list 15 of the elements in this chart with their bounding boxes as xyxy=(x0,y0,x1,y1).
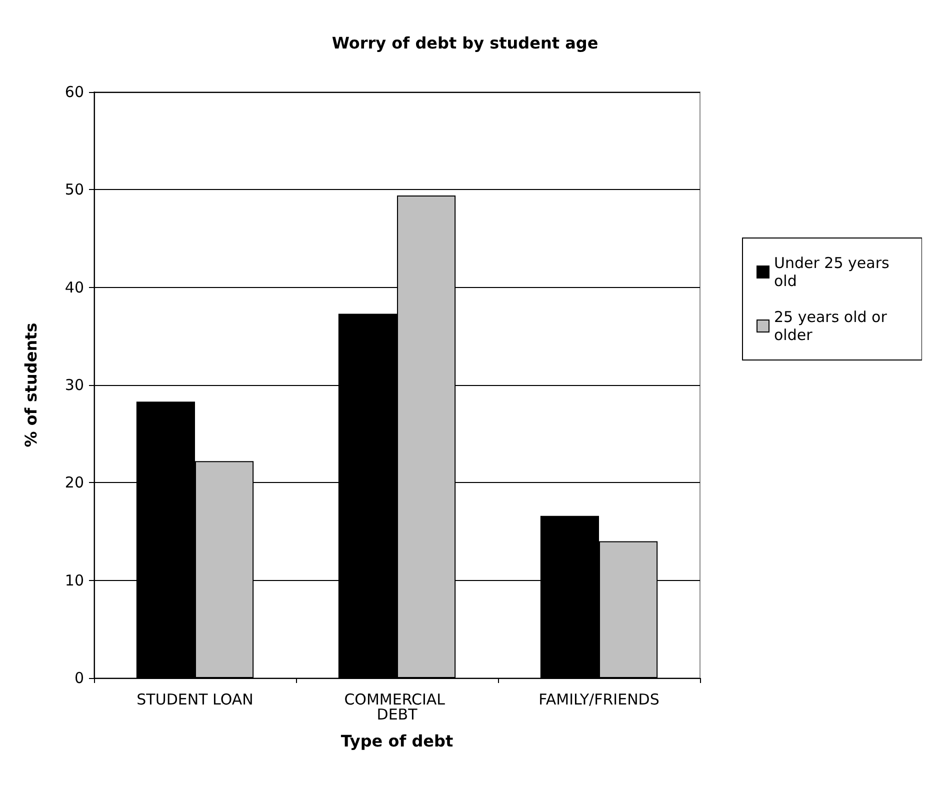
y-tick-label: 60 xyxy=(64,83,84,101)
y-tick-label: 0 xyxy=(74,669,84,687)
x-tick-label: COMMERCIAL DEBT xyxy=(344,690,450,724)
y-tick-label: 40 xyxy=(64,278,84,296)
x-axis-title: Type of debt xyxy=(340,732,454,750)
x-tick-label: FAMILY/FRIENDS xyxy=(538,690,660,708)
y-tick-label: 30 xyxy=(64,376,84,394)
legend-label: 25 years old or older xyxy=(774,308,892,344)
y-axis-title: % of students xyxy=(22,322,40,448)
y-tick-label: 20 xyxy=(64,474,84,492)
y-tick-label: 10 xyxy=(64,571,84,590)
chart-title: Worry of debt by student age xyxy=(332,34,598,52)
legend-label: Under 25 years old xyxy=(774,254,894,290)
y-tick-label: 50 xyxy=(64,180,84,199)
x-tick-label: STUDENT LOAN xyxy=(136,690,254,708)
